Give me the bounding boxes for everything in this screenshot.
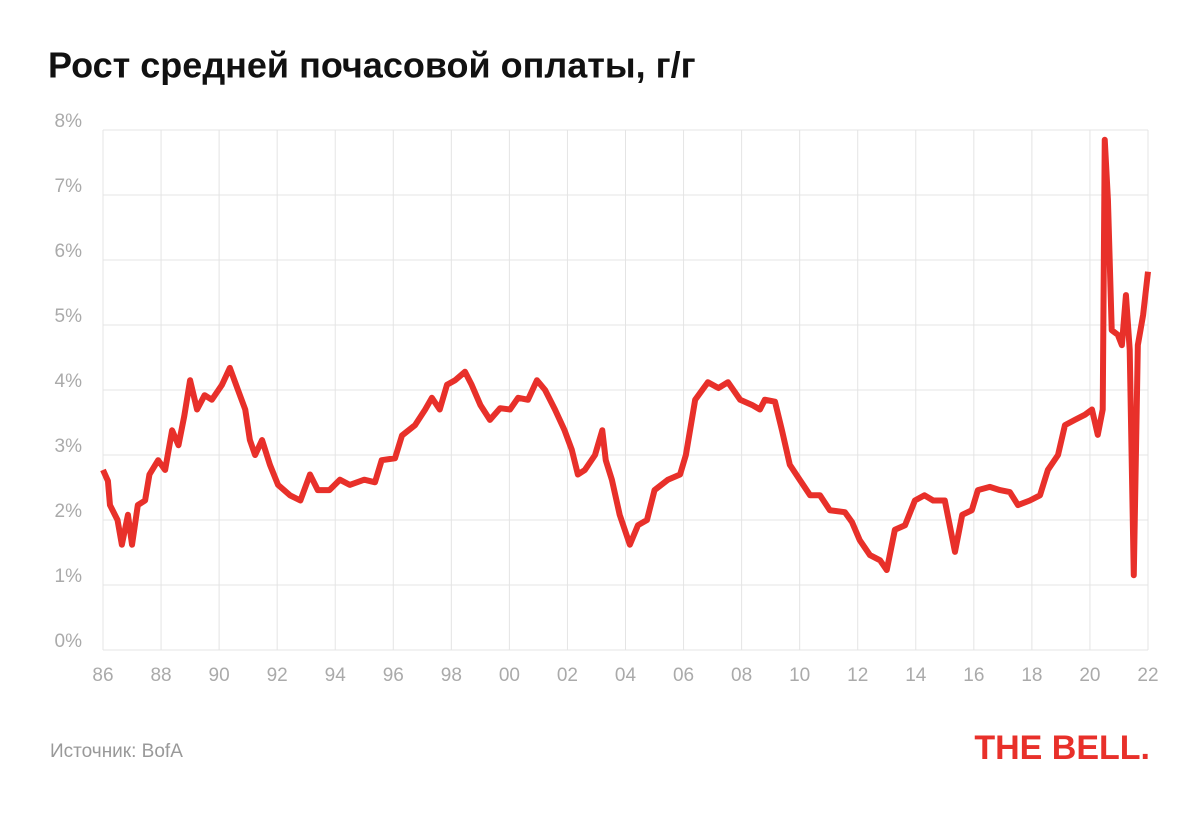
x-tick-label: 86	[92, 665, 113, 686]
x-tick-label: 06	[673, 665, 694, 686]
source: Источник: BofA	[50, 741, 183, 762]
x-tick-label: 18	[1021, 665, 1042, 686]
y-tick-label: 0%	[55, 631, 83, 652]
y-tick-label: 5%	[55, 306, 83, 327]
y-tick-label: 2%	[55, 501, 83, 522]
data-line	[100, 136, 1151, 579]
x-tick-label: 98	[441, 665, 462, 686]
x-tick-label: 02	[557, 665, 578, 686]
x-tick-label: 20	[1079, 665, 1100, 686]
y-tick-label: 6%	[55, 241, 83, 262]
x-tick-label: 22	[1137, 665, 1158, 686]
y-tick-label: 3%	[55, 436, 83, 457]
x-tick-label: 88	[150, 665, 171, 686]
y-tick-label: 1%	[55, 566, 83, 587]
x-tick-label: 96	[383, 665, 404, 686]
x-tick-label: 90	[209, 665, 230, 686]
x-tick-label: 14	[905, 665, 927, 686]
chart-title: Рост средней почасовой оплаты, г/г	[48, 45, 696, 86]
x-tick-label: 10	[789, 665, 810, 686]
x-tick-label: 16	[963, 665, 984, 686]
x-tick-label: 92	[267, 665, 288, 686]
x-tick-label: 94	[325, 665, 347, 686]
x-tick-label: 00	[499, 665, 520, 686]
y-tick-label: 7%	[55, 176, 83, 197]
y-tick-label: 8%	[55, 111, 83, 132]
x-tick-label: 04	[615, 665, 637, 686]
x-tick-label: 08	[731, 665, 752, 686]
x-tick-label: 12	[847, 665, 868, 686]
brand-logo: THE BELL.	[974, 729, 1150, 767]
y-tick-label: 4%	[55, 371, 83, 392]
